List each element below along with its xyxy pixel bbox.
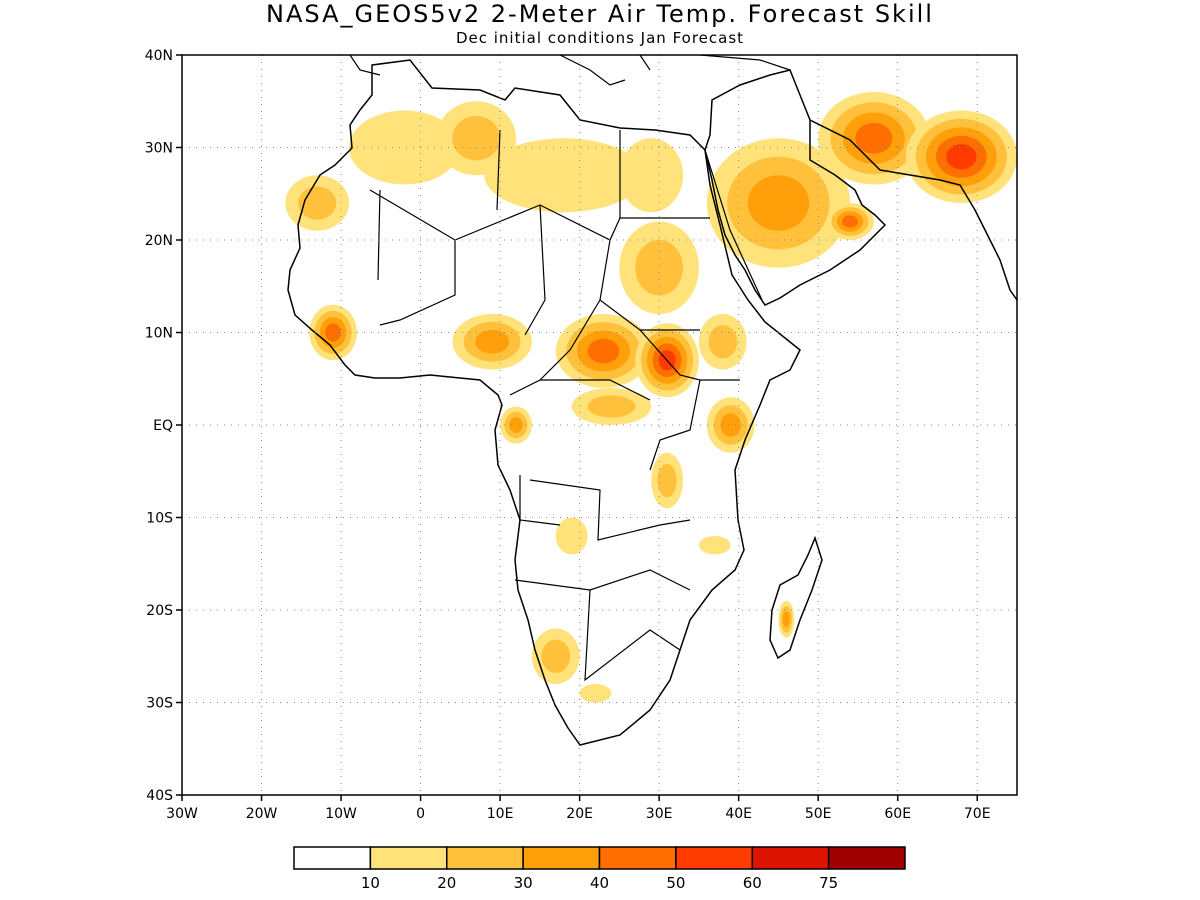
lon-tick-label: 30E (646, 806, 673, 822)
lon-tick-label: 30W (166, 806, 198, 822)
coastlines-and-borders (287, 55, 1017, 746)
lat-tick-label: 10S (146, 511, 173, 527)
gridlines (182, 55, 1017, 795)
skill-region-arabia-level-3 (747, 175, 810, 231)
skill-region-gabon-level-3 (509, 417, 523, 433)
skill-region-angola-level-1 (555, 517, 588, 555)
skill-region-mozambique-level-1 (698, 536, 731, 555)
red-sea-coast (704, 149, 763, 301)
country-borders (369, 129, 740, 682)
colorbar-label: 20 (437, 874, 456, 892)
colorbar-swatch (827, 846, 906, 870)
skill-region-sudan-level-2 (635, 240, 684, 296)
colorbar-label: 10 (361, 874, 380, 892)
skill-region-sahara-central-level-1 (484, 138, 644, 213)
asia-coastline (809, 119, 1017, 301)
lat-tick-label: 40S (146, 788, 173, 804)
skill-region-namibia-level-2 (541, 639, 571, 673)
lat-tick-label: 10N (145, 326, 173, 342)
lon-tick-label: 10W (325, 806, 357, 822)
colorbar-label: 40 (590, 874, 609, 892)
lat-tick-label: 30N (145, 141, 173, 157)
skill-region-nigeria-level-3 (475, 329, 510, 354)
colorbar-label: 75 (819, 874, 838, 892)
lon-tick-label: 50E (805, 806, 832, 822)
colorbar-swatch (751, 846, 830, 870)
map-title: NASA_GEOS5v2 2-Meter Air Temp. Forecast … (266, 0, 934, 28)
colorbar-label: 30 (514, 874, 533, 892)
skill-region-pakistan-india-level-5 (946, 144, 977, 170)
lat-tick-label: 40N (145, 48, 173, 64)
skill-region-ethiopia-level-2 (708, 325, 738, 359)
skill-region-kenya-level-3 (720, 413, 741, 437)
lon-tick-label: 10E (487, 806, 514, 822)
lon-tick-label: 40E (725, 806, 752, 822)
lon-tick-label: 20E (566, 806, 593, 822)
latitude-axis-labels: 40N 30N 20N 10N EQ 10S 20S 30S 40S (145, 48, 182, 804)
skill-region-west-africa-coast-level-4 (325, 323, 342, 342)
lon-tick-label: 0 (416, 806, 425, 822)
longitude-axis-labels: 30W 20W 10W 0 10E 20E 30E 40E 50E 60E 70E (166, 795, 991, 822)
lat-tick-label: 20S (146, 603, 173, 619)
colorbar-label: 60 (743, 874, 762, 892)
colorbar-swatch (369, 846, 448, 870)
map-subtitle: Dec initial conditions Jan Forecast (455, 29, 745, 47)
skill-region-iran-level-4 (855, 122, 893, 154)
lon-tick-label: 60E (884, 806, 911, 822)
lat-tick-label: 30S (146, 696, 173, 712)
lon-tick-label: 70E (964, 806, 991, 822)
skill-region-central-african-rep-level-4 (587, 338, 620, 364)
colorbar-swatch (522, 846, 601, 870)
lat-tick-label: 20N (145, 233, 173, 249)
skill-region-tanzania-west-level-2 (657, 463, 677, 498)
lat-tick-label: EQ (153, 418, 173, 434)
skill-shading (285, 92, 1017, 703)
colorbar-swatch (293, 846, 372, 870)
colorbar-swatch (446, 846, 524, 870)
colorbar-label: 50 (666, 874, 685, 892)
colorbar-swatch (675, 846, 753, 870)
europe-coastline (349, 55, 791, 86)
arabia-coastline (704, 69, 887, 306)
skill-region-algeria-east-level-2 (452, 116, 501, 161)
lon-tick-label: 20W (246, 806, 278, 822)
skill-region-south-africa-level-1 (579, 684, 612, 703)
colorbar-swatch (598, 846, 677, 870)
madagascar-coastline (769, 535, 823, 660)
skill-region-oman-uae-level-4 (842, 215, 858, 228)
colorbar: 10 20 30 40 50 60 75 (293, 846, 906, 892)
skill-region-congo-north-level-2 (587, 395, 636, 418)
skill-region-egypt-level-1 (619, 138, 683, 213)
skill-region-morocco-algeria-level-1 (349, 110, 461, 185)
skill-region-madagascar-level-3 (782, 611, 790, 628)
